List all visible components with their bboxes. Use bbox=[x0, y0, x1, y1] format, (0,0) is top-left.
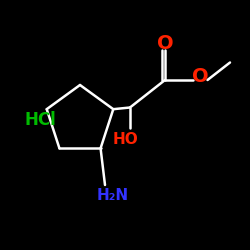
Text: H₂N: H₂N bbox=[96, 188, 128, 202]
Text: O: O bbox=[192, 67, 208, 86]
Text: HCl: HCl bbox=[24, 111, 56, 129]
Text: O: O bbox=[157, 34, 173, 53]
Text: HO: HO bbox=[112, 132, 138, 148]
